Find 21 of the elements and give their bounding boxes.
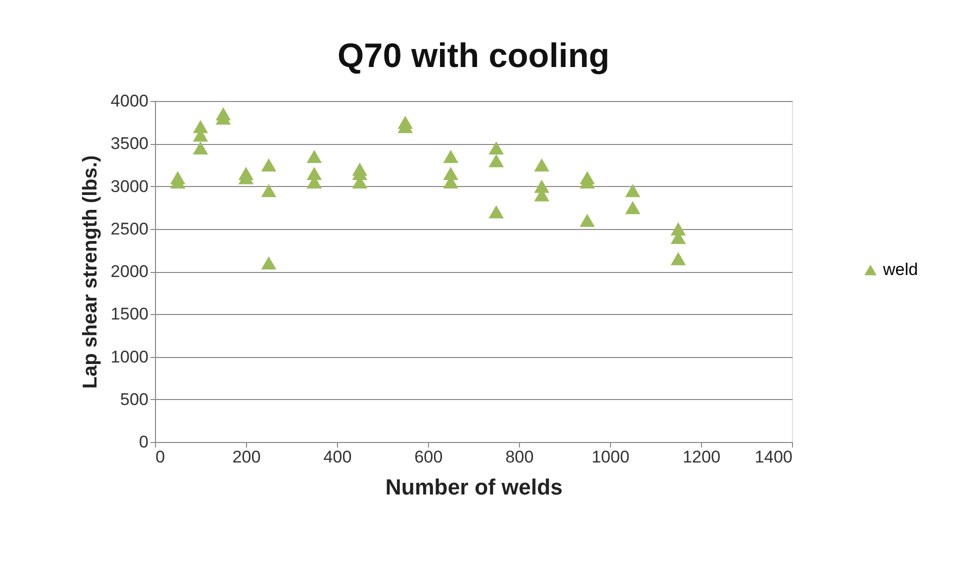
x-tick-label: 1200 [682,448,720,466]
legend-label: weld [882,260,918,279]
x-tick-label: 1400 [754,448,792,466]
y-tick-label: 2500 [110,219,148,238]
x-tick-label: 1000 [592,448,630,466]
y-tick-label: 2000 [110,262,148,281]
x-tick-label: 0 [156,448,165,466]
x-tick-label: 800 [505,448,534,466]
x-tick-label: 600 [414,448,443,466]
y-tick-label: 3000 [110,176,148,196]
x-tick-label: 400 [323,448,352,466]
y-axis-title: Lap shear strength (lbs.) [80,155,102,389]
y-tick-label: 500 [120,390,148,409]
y-tick-label: 3500 [110,134,148,154]
x-tick-label: 200 [232,448,261,466]
y-tick-label: 0 [139,432,148,452]
x-axis-title: Number of welds [385,474,563,500]
chart-title: Q70 with cooling [337,37,610,75]
y-tick-label: 4000 [110,92,148,110]
y-tick-label: 1500 [110,304,148,324]
y-tick-label: 1000 [110,347,148,366]
